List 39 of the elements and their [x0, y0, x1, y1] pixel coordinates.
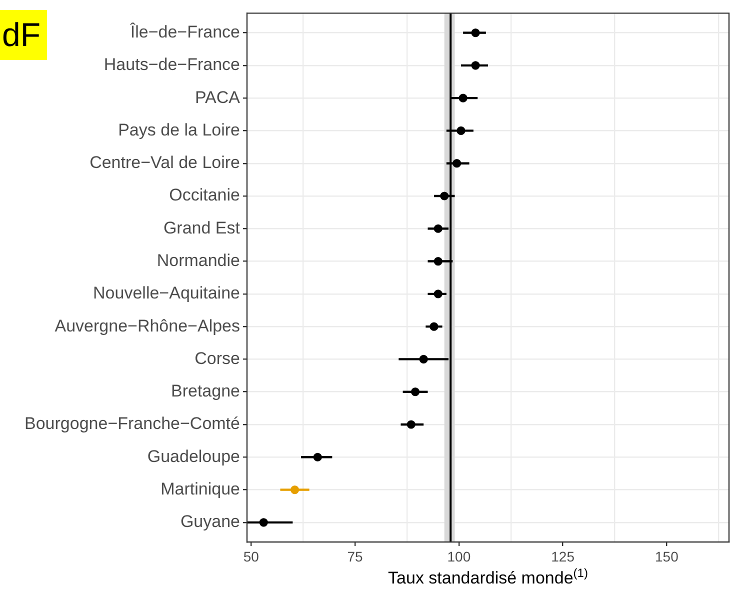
- y-tick-label: Occitanie: [169, 186, 240, 205]
- y-tick-label: Île−de−France: [129, 22, 240, 42]
- point: [434, 224, 442, 233]
- point: [434, 256, 442, 266]
- y-tick-label: Normandie: [156, 250, 240, 270]
- y-tick-label: Martinique: [160, 479, 240, 498]
- y-tick-label: Hauts−de−France: [104, 55, 240, 74]
- y-tick-label: PACA: [194, 88, 241, 107]
- x-tick-label: 100: [447, 548, 471, 564]
- point: [406, 420, 416, 429]
- x-axis-title: Taux standardisé monde$^{(1)}$: [387, 566, 589, 589]
- text: dF: [0, 10, 47, 60]
- point: [452, 159, 462, 168]
- point: [471, 28, 480, 38]
- y-tick-label: Grand Est: [163, 218, 240, 238]
- point: [290, 485, 300, 494]
- x-tick-label: 125: [551, 548, 575, 564]
- point: [440, 192, 449, 200]
- y-tick-label: Corse: [194, 348, 240, 368]
- point: [313, 452, 322, 462]
- y-tick-label: Nouvelle−Aquitaine: [93, 284, 240, 303]
- point: [434, 290, 442, 298]
- point: [419, 354, 428, 364]
- point: [458, 94, 468, 102]
- y-tick-label: Guadeloupe: [147, 446, 240, 466]
- point: [430, 322, 438, 331]
- y-tick-label: Auvergne−Rhône−Alpes: [54, 316, 240, 336]
- point: [259, 518, 268, 527]
- point: [456, 126, 466, 136]
- x-tick-label: 50: [243, 548, 260, 564]
- y-tick-label: Pays de la Loire: [118, 120, 240, 140]
- y-tick-label: Guyane: [180, 512, 240, 532]
- x-tick-label: 150: [654, 548, 679, 564]
- x-tick-label: 75: [347, 548, 364, 564]
- point: [471, 61, 480, 70]
- y-tick-label: Bourgogne−Franche−Comté: [24, 414, 240, 434]
- point: [410, 388, 420, 396]
- y-tick-label: Centre−Val de Loire: [90, 153, 240, 172]
- y-tick-label: Bretagne: [171, 382, 240, 401]
